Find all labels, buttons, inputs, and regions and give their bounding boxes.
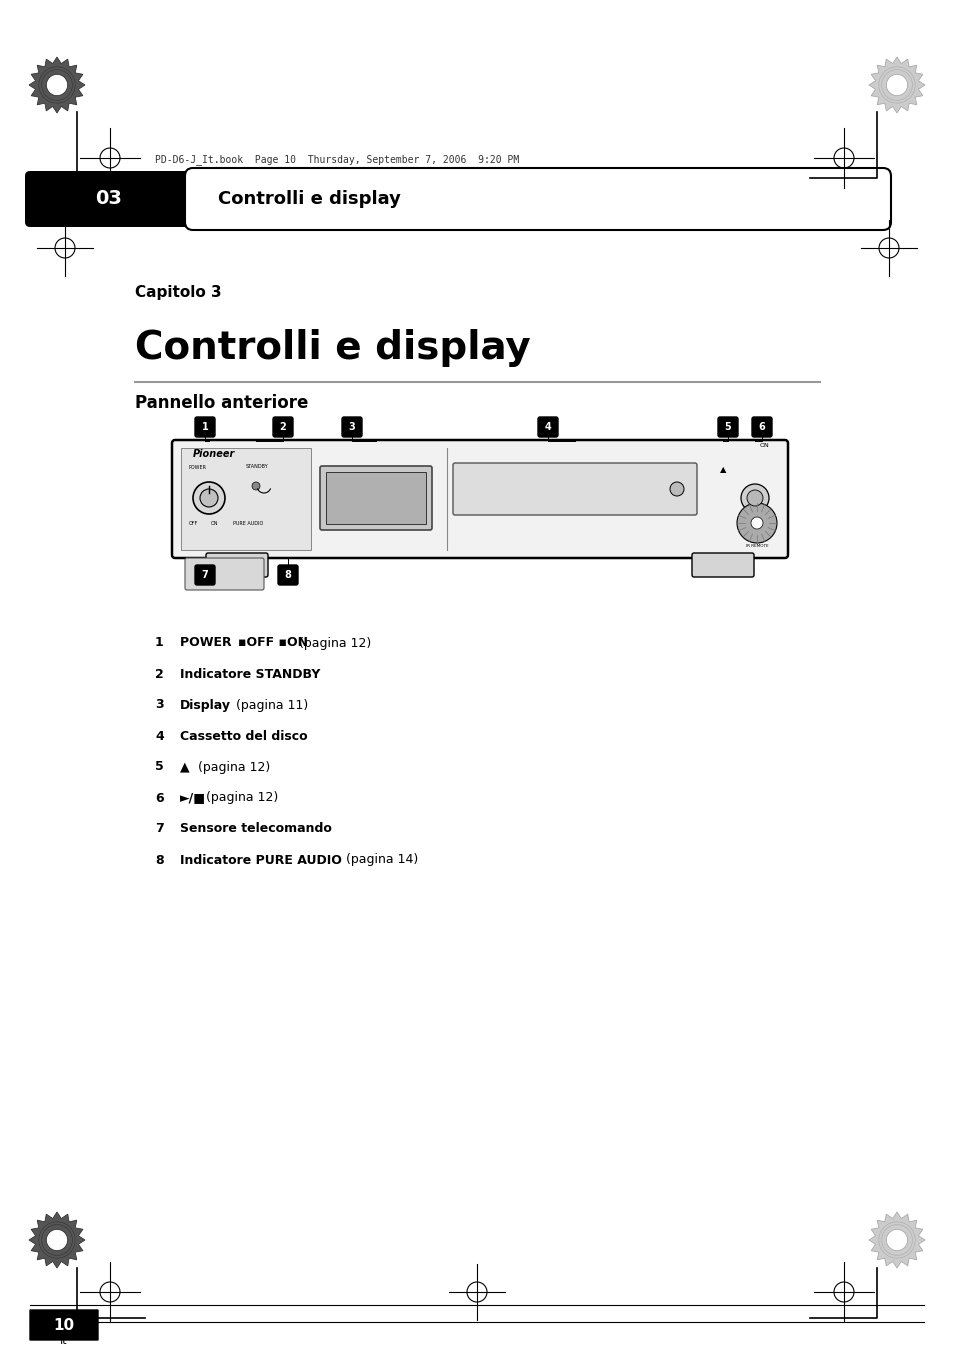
Text: ▲: ▲ — [180, 761, 190, 774]
Text: (pagina 14): (pagina 14) — [341, 854, 417, 866]
Text: Pioneer: Pioneer — [193, 449, 235, 459]
Polygon shape — [29, 1212, 85, 1269]
FancyBboxPatch shape — [185, 168, 890, 230]
FancyBboxPatch shape — [341, 417, 361, 436]
FancyBboxPatch shape — [537, 417, 558, 436]
Text: 10: 10 — [53, 1317, 74, 1332]
Text: 5: 5 — [154, 761, 164, 774]
Text: 1: 1 — [154, 636, 164, 650]
Text: (pagina 11): (pagina 11) — [232, 698, 308, 712]
Text: 4: 4 — [544, 422, 551, 432]
Text: Capitolo 3: Capitolo 3 — [135, 285, 221, 300]
FancyBboxPatch shape — [691, 553, 753, 577]
Circle shape — [47, 1229, 68, 1251]
Text: 3: 3 — [154, 698, 164, 712]
Bar — [181, 449, 311, 550]
Text: 7: 7 — [201, 570, 208, 580]
FancyBboxPatch shape — [277, 565, 297, 585]
Text: STANDBY: STANDBY — [246, 463, 269, 469]
Text: (pagina 12): (pagina 12) — [294, 636, 371, 650]
Text: 4: 4 — [154, 730, 164, 743]
Text: 2: 2 — [279, 422, 286, 432]
Text: (pagina 12): (pagina 12) — [193, 761, 270, 774]
Text: 8: 8 — [284, 570, 291, 580]
Bar — [326, 471, 426, 524]
Circle shape — [885, 1229, 906, 1251]
FancyBboxPatch shape — [718, 417, 738, 436]
FancyBboxPatch shape — [319, 466, 432, 530]
FancyBboxPatch shape — [172, 440, 787, 558]
FancyBboxPatch shape — [30, 1310, 98, 1340]
Text: 3: 3 — [348, 422, 355, 432]
Text: ▲: ▲ — [719, 465, 725, 474]
Text: 7: 7 — [154, 823, 164, 835]
Text: ►/■: ►/■ — [180, 792, 206, 804]
Text: Display: Display — [180, 698, 231, 712]
Circle shape — [740, 484, 768, 512]
Circle shape — [746, 490, 762, 507]
Circle shape — [193, 482, 225, 513]
Text: ON: ON — [760, 443, 769, 449]
Polygon shape — [29, 57, 85, 113]
Text: Controlli e display: Controlli e display — [135, 330, 530, 367]
Circle shape — [737, 503, 776, 543]
Circle shape — [669, 482, 683, 496]
Text: 6: 6 — [154, 792, 164, 804]
Text: 5: 5 — [724, 422, 731, 432]
Text: Cassetto del disco: Cassetto del disco — [180, 730, 307, 743]
Text: ▪OFF ▪ON: ▪OFF ▪ON — [237, 636, 308, 650]
Text: IR REMOTE: IR REMOTE — [745, 544, 767, 549]
FancyBboxPatch shape — [206, 553, 268, 577]
Text: (pagina 12): (pagina 12) — [202, 792, 278, 804]
Text: POWER: POWER — [189, 465, 207, 470]
Text: OFF: OFF — [189, 521, 198, 526]
Text: 8: 8 — [154, 854, 164, 866]
FancyBboxPatch shape — [194, 565, 214, 585]
Circle shape — [885, 74, 906, 96]
Text: Pannello anteriore: Pannello anteriore — [135, 394, 308, 412]
Text: POWER: POWER — [180, 636, 235, 650]
Text: Indicatore STANDBY: Indicatore STANDBY — [180, 667, 320, 681]
Text: It: It — [60, 1336, 68, 1346]
Text: PURE AUDIO: PURE AUDIO — [233, 521, 263, 526]
FancyBboxPatch shape — [25, 172, 193, 227]
Text: Controlli e display: Controlli e display — [218, 190, 400, 208]
Circle shape — [200, 489, 218, 507]
FancyBboxPatch shape — [453, 463, 697, 515]
Polygon shape — [868, 57, 924, 113]
FancyBboxPatch shape — [194, 417, 214, 436]
Polygon shape — [868, 1212, 924, 1269]
FancyBboxPatch shape — [751, 417, 771, 436]
Text: PD-D6-J_It.book  Page 10  Thursday, September 7, 2006  9:20 PM: PD-D6-J_It.book Page 10 Thursday, Septem… — [154, 154, 518, 165]
Text: Indicatore PURE AUDIO: Indicatore PURE AUDIO — [180, 854, 341, 866]
FancyBboxPatch shape — [273, 417, 293, 436]
Text: 03: 03 — [95, 189, 122, 208]
Text: 6: 6 — [758, 422, 764, 432]
Circle shape — [252, 482, 260, 490]
FancyBboxPatch shape — [185, 558, 264, 590]
Circle shape — [750, 517, 762, 530]
Text: 1: 1 — [201, 422, 208, 432]
Text: ON: ON — [211, 521, 218, 526]
Text: Sensore telecomando: Sensore telecomando — [180, 823, 332, 835]
Text: 2: 2 — [154, 667, 164, 681]
Circle shape — [47, 74, 68, 96]
